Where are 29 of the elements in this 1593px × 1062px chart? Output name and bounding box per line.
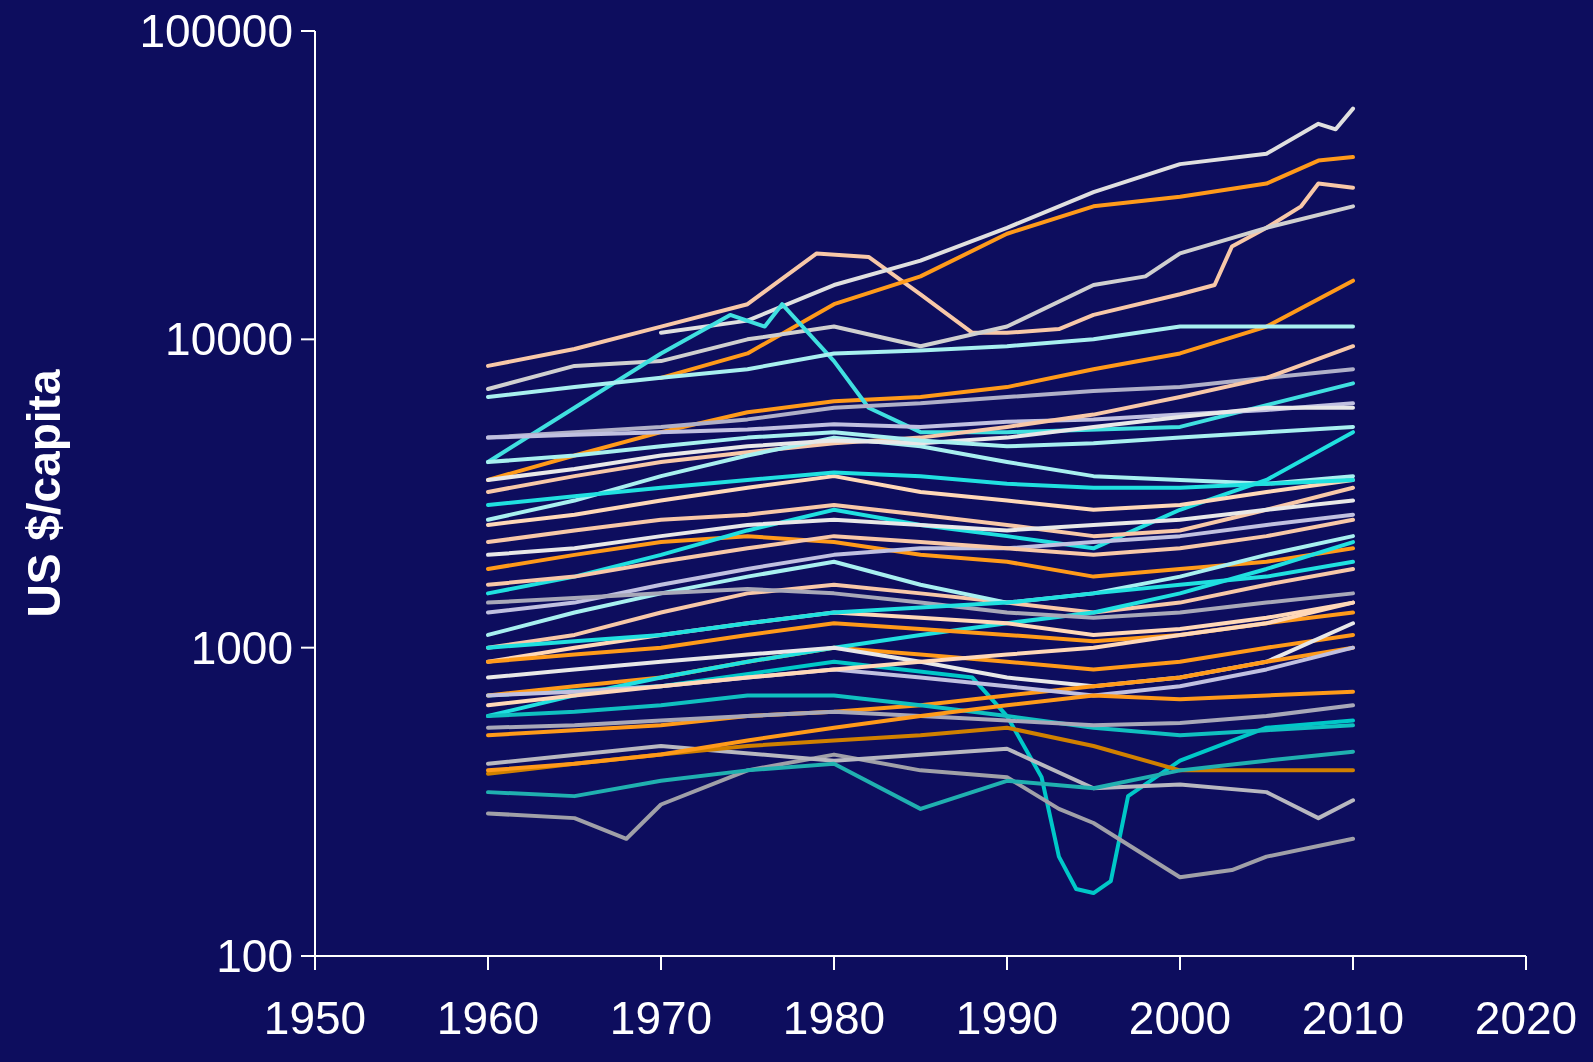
x-tick-label: 1970 xyxy=(609,992,713,1044)
x-tick-label: 1980 xyxy=(782,992,886,1044)
y-tick-label: 10000 xyxy=(165,313,293,366)
line-series xyxy=(486,405,1355,482)
line-series xyxy=(486,752,1355,880)
line-series xyxy=(486,517,1355,587)
y-tick-label: 100000 xyxy=(139,5,293,58)
x-tick-label: 2020 xyxy=(1474,992,1578,1044)
line-series xyxy=(486,703,1355,730)
line-series xyxy=(659,106,1355,335)
line-series xyxy=(486,204,1355,392)
y-tick-label: 100 xyxy=(216,930,293,983)
x-tick-label: 1990 xyxy=(955,992,1059,1044)
x-tick-label: 2000 xyxy=(1128,992,1232,1044)
x-tick-label: 1960 xyxy=(436,992,540,1044)
y-tick-label: 1000 xyxy=(190,621,293,674)
line-series xyxy=(486,324,1355,400)
line-series xyxy=(486,512,1355,615)
line-series xyxy=(486,689,1355,773)
line-series xyxy=(486,181,1355,368)
x-tick-label: 2010 xyxy=(1301,992,1405,1044)
line-series xyxy=(486,693,1355,738)
line-series xyxy=(486,586,1355,620)
x-tick-label: 1950 xyxy=(263,992,367,1044)
line-series xyxy=(486,485,1355,545)
line-series xyxy=(486,743,1355,821)
line-series xyxy=(486,498,1355,557)
line-series xyxy=(486,749,1355,811)
y-axis-title: US $/capita xyxy=(18,369,70,618)
